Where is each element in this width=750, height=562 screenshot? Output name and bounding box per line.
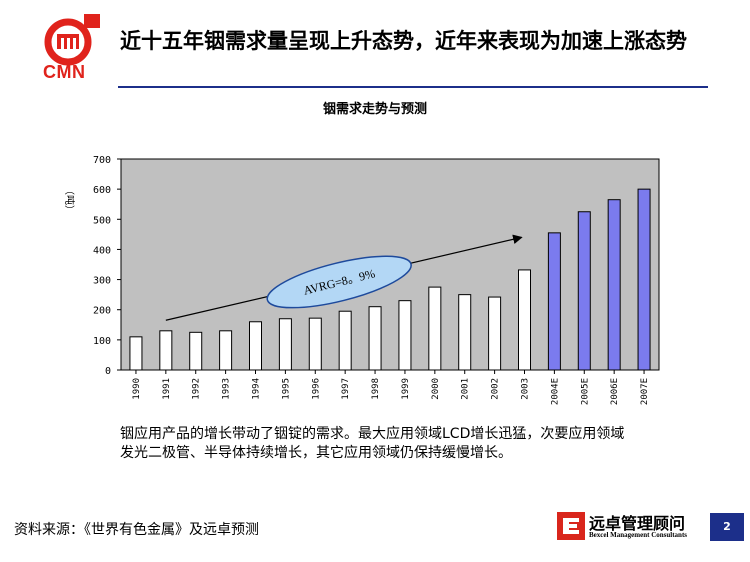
x-tick-label: 1993	[222, 378, 232, 400]
page-title: 近十五年铟需求量呈现上升态势，近年来表现为加速上涨态势	[120, 29, 687, 53]
y-tick-label: 200	[93, 306, 111, 317]
chart-note: 铟应用产品的增长带动了铟锭的需求。最大应用领域LCD增长迅猛，次要应用领域发光二…	[120, 426, 625, 461]
x-tick-label: 1991	[162, 378, 172, 400]
y-tick-label: 300	[93, 276, 111, 287]
title-divider	[118, 86, 708, 88]
x-tick-label: 1992	[192, 378, 202, 400]
page-number: 2	[710, 513, 744, 541]
x-tick-label: 1994	[252, 378, 262, 400]
x-tick-label: 1997	[341, 378, 351, 400]
y-tick-label: 400	[93, 245, 111, 256]
bar	[219, 330, 233, 371]
bar	[637, 188, 651, 371]
bar	[278, 318, 292, 371]
bar	[308, 317, 322, 371]
source-text: 资料来源：《世界有色金属》及远卓预测	[14, 522, 259, 538]
x-tick-label: 2003	[521, 378, 531, 400]
bar	[338, 310, 352, 371]
bar	[249, 321, 262, 371]
bar	[189, 331, 203, 371]
bar	[368, 306, 382, 371]
cmn-logo-icon	[44, 14, 100, 66]
bar	[458, 294, 472, 371]
x-tick-label: 2001	[461, 378, 471, 400]
x-tick-label: 2000	[431, 378, 441, 400]
y-tick-label: 100	[93, 336, 111, 347]
bar	[547, 232, 561, 371]
growth-rate-bubble	[266, 255, 412, 309]
y-tick-label: 600	[93, 185, 111, 196]
bar	[577, 211, 591, 371]
brand-logo: 远卓管理顾问 Bexcel Management Consultants	[557, 510, 705, 542]
logo-text: CMN	[43, 62, 86, 82]
x-tick-label: 2002	[491, 378, 501, 400]
x-tick-label: 2005E	[580, 378, 590, 405]
brand-name-cn: 远卓管理顾问	[589, 514, 686, 533]
x-tick-label: 2007E	[640, 378, 650, 405]
y-tick-label: 500	[93, 215, 111, 226]
x-tick-label: 1996	[311, 378, 321, 400]
x-tick-label: 1990	[132, 378, 142, 400]
x-tick-label: 1999	[401, 378, 411, 400]
x-tick-label: 1998	[371, 378, 381, 400]
x-tick-label: 1995	[281, 378, 291, 400]
bar	[607, 199, 621, 371]
x-tick-label: 2006E	[610, 378, 620, 405]
bar	[518, 269, 531, 371]
x-tick-label: 2004E	[550, 378, 560, 405]
bexcel-logo-icon	[557, 512, 585, 540]
brand-name-en: Bexcel Management Consultants	[589, 531, 687, 539]
y-axis-label: （吨）	[63, 185, 76, 215]
bar	[488, 296, 502, 371]
y-tick-label: 0	[105, 366, 111, 377]
bar	[129, 336, 143, 371]
bar	[159, 330, 173, 371]
bar	[398, 300, 412, 371]
y-tick-label: 700	[93, 155, 111, 166]
chart-title: 铟需求走势与预测	[322, 102, 427, 117]
bar	[428, 286, 442, 371]
